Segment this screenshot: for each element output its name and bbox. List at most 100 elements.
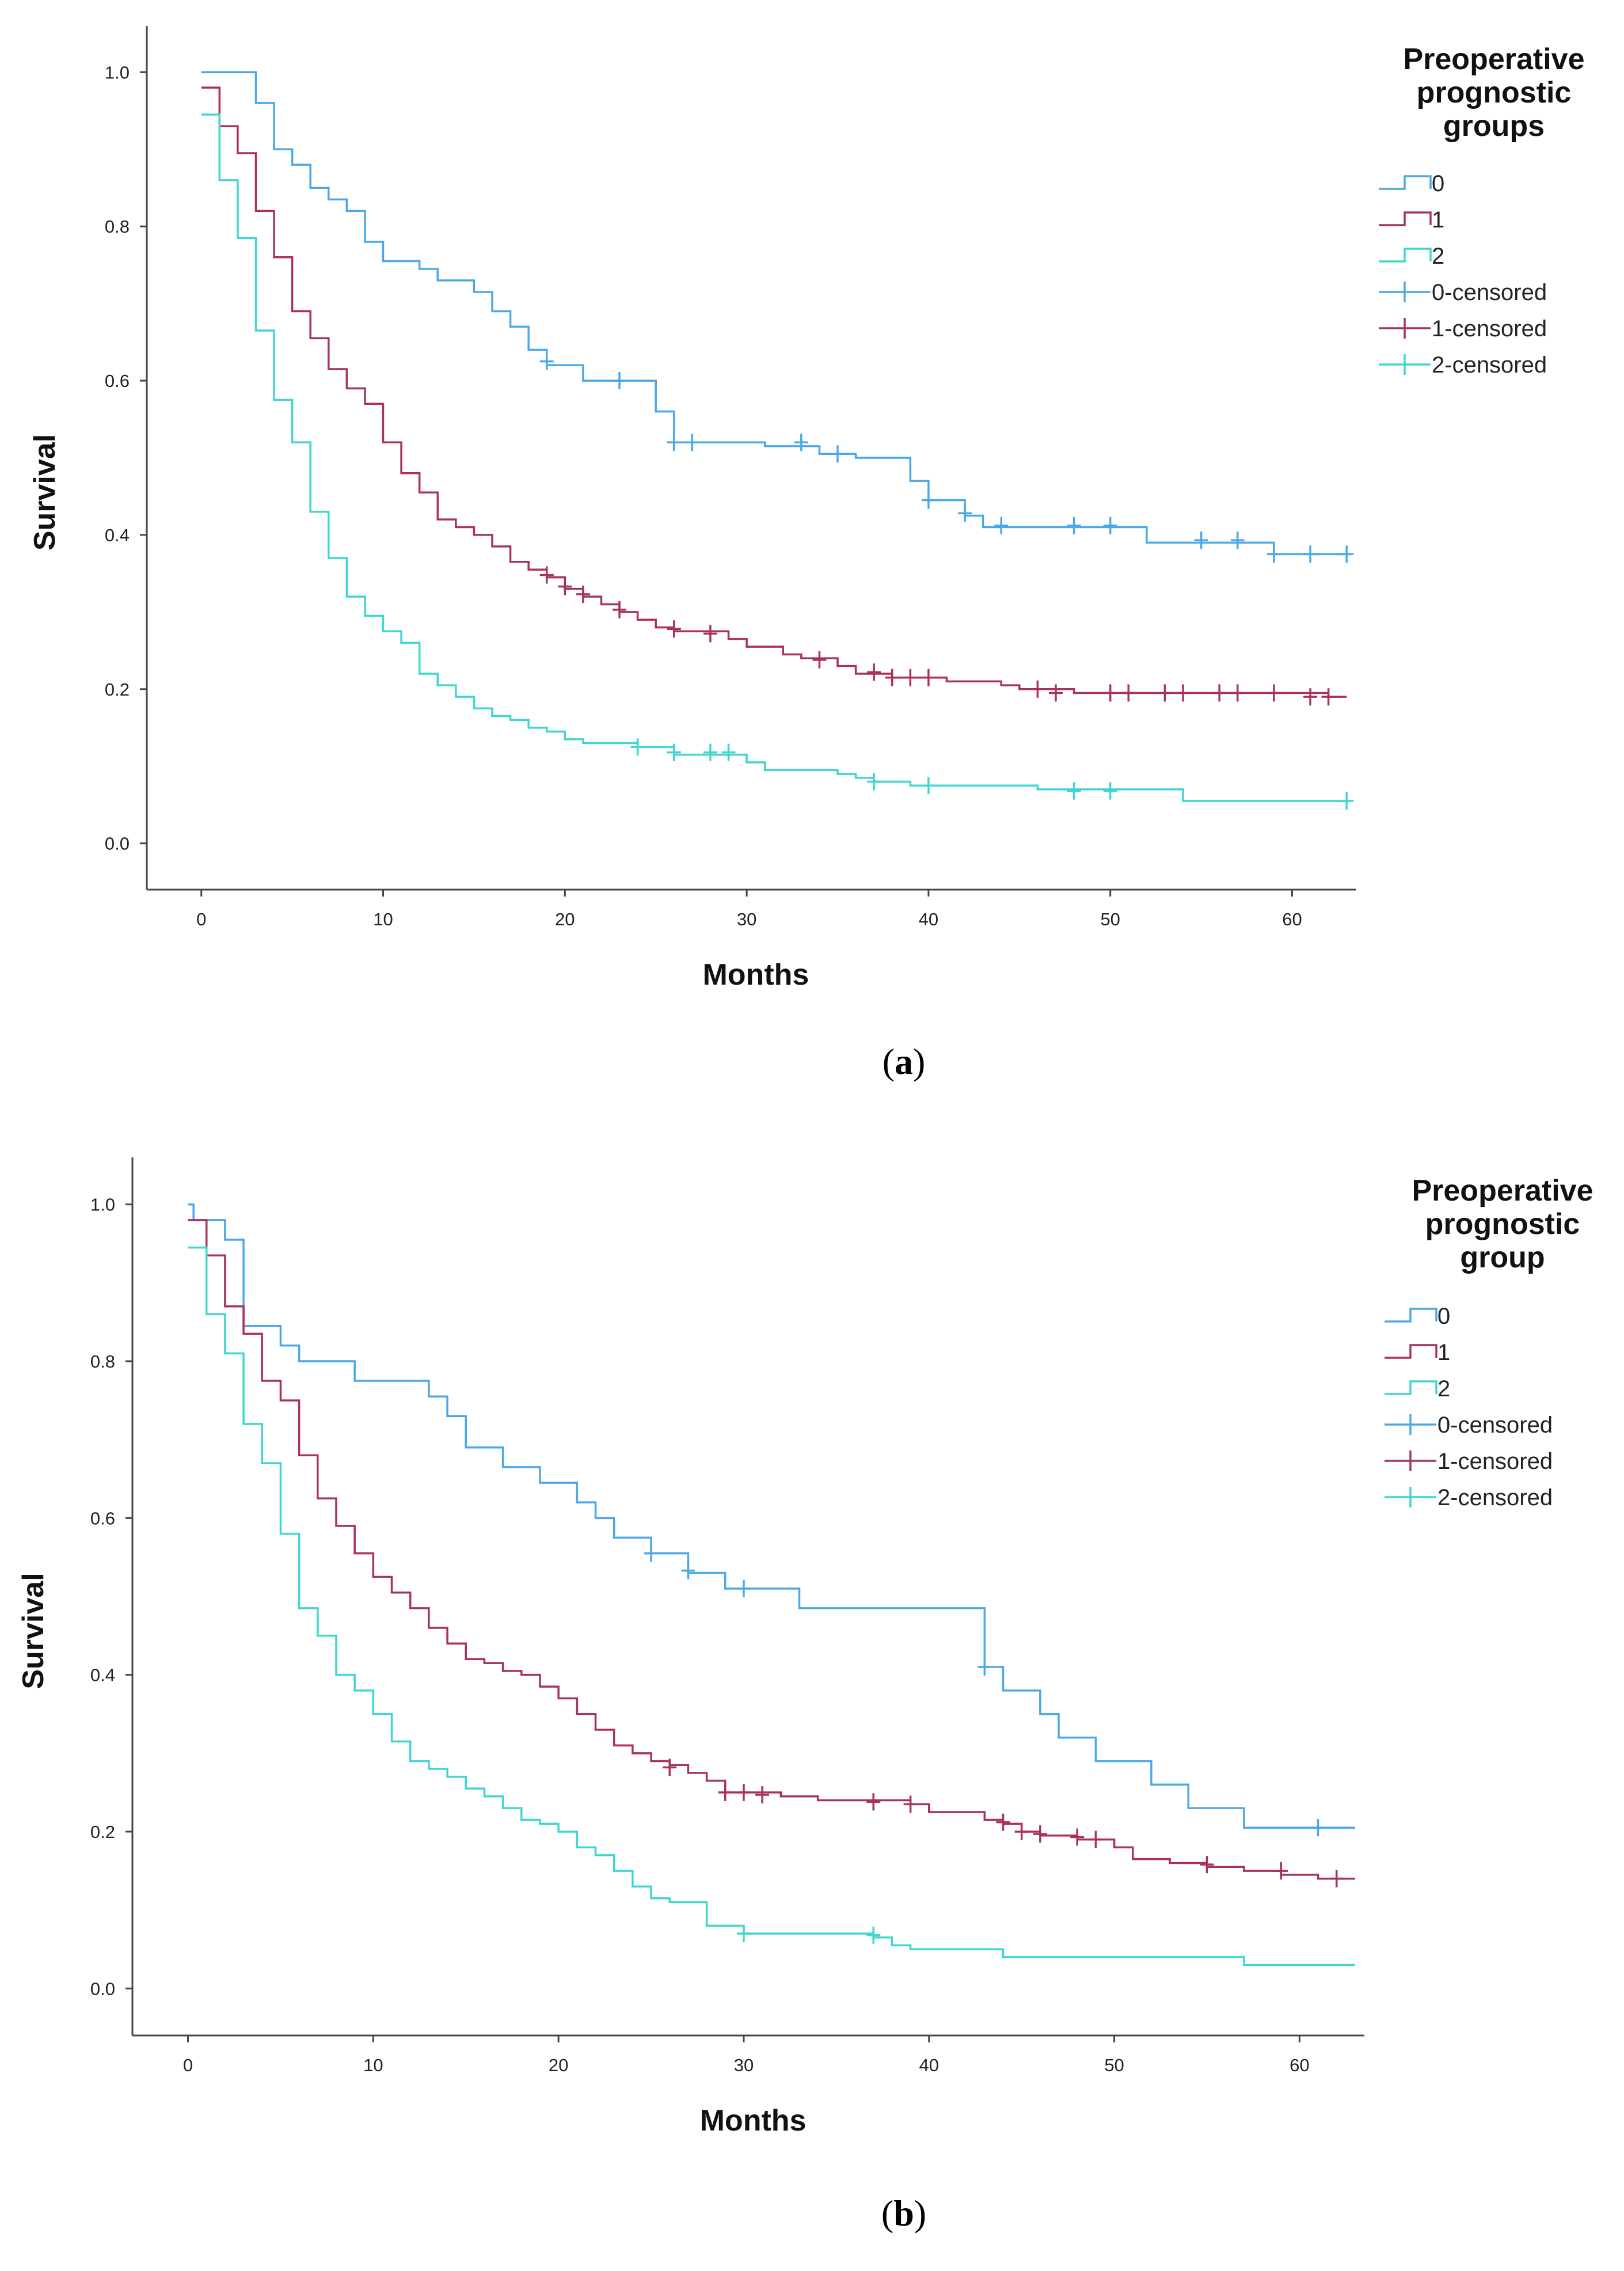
- censor-mark-group-1: [903, 1795, 918, 1813]
- censor-mark-group-1: [736, 1783, 751, 1801]
- censor-mark-group-2: [867, 773, 881, 791]
- legend-item: 0-censored: [1385, 1412, 1553, 1438]
- censor-mark-group-1: [576, 586, 590, 603]
- censor-mark-group-0: [736, 1579, 751, 1597]
- x-tick-label: 60: [1290, 2055, 1309, 2075]
- x-tick-label: 10: [363, 2055, 383, 2075]
- censor-mark-group-2: [667, 743, 681, 761]
- legend-swatch-step: [1385, 1380, 1437, 1395]
- legend-item: 1: [1385, 1340, 1450, 1365]
- x-tick-label: 20: [555, 909, 575, 929]
- x-axis-title: Months: [700, 2104, 807, 2137]
- legend-label: 2-censored: [1437, 1485, 1553, 1510]
- censor-mark-group-0: [831, 445, 845, 463]
- caption-letter: b: [893, 2193, 914, 2234]
- y-axis-title: Survival: [17, 1573, 50, 1689]
- legend-item: 2-censored: [1379, 352, 1547, 378]
- censor-mark-group-0: [1103, 517, 1117, 534]
- censor-mark-group-0: [921, 491, 935, 509]
- censor-mark-group-2: [1067, 782, 1081, 800]
- x-tick-label: 30: [737, 909, 756, 929]
- censor-mark-group-1: [1329, 1870, 1344, 1888]
- legend-label: 0: [1432, 171, 1444, 196]
- chart-panel-a: 0.00.20.40.60.81.00 10 20 30 40 50 60MonthsSur…: [28, 26, 1585, 1082]
- y-tick-label: 0.0: [105, 834, 130, 854]
- y-tick-label: 0.8: [90, 1351, 115, 1372]
- censor-mark-group-1: [1089, 1831, 1103, 1848]
- censor-mark-group-0: [667, 434, 681, 451]
- censor-mark-group-1: [1048, 684, 1063, 702]
- legend-title-line: group: [1460, 1241, 1545, 1274]
- censor-mark-group-0: [1303, 545, 1318, 563]
- legend-item: 1-censored: [1385, 1449, 1553, 1474]
- caption-paren-open: (: [881, 2193, 893, 2234]
- censor-mark-group-2: [721, 743, 736, 761]
- censor-mark-group-1: [1176, 684, 1190, 702]
- censor-mark-group-0: [613, 372, 627, 390]
- legend-item: 0-censored: [1379, 280, 1547, 305]
- y-tick-label: 0.6: [105, 371, 130, 391]
- caption-paren-close: ): [913, 1041, 925, 1082]
- censor-mark-group-1: [755, 1786, 770, 1803]
- censor-mark-group-2: [1103, 782, 1117, 800]
- censor-mark-group-1: [1103, 684, 1117, 702]
- censor-mark-group-0: [681, 1562, 695, 1579]
- censor-mark-group-1: [1267, 684, 1281, 702]
- censor-mark-group-0: [685, 434, 699, 451]
- legend-item: 1: [1379, 207, 1444, 233]
- censor-mark-group-1: [667, 620, 681, 638]
- censor-mark-group-0: [644, 1544, 659, 1562]
- legend-title-line: groups: [1443, 109, 1545, 143]
- censor-mark-group-1: [903, 669, 918, 686]
- km-curve-group-0: [201, 71, 1347, 556]
- censor-mark-group-1: [703, 625, 717, 643]
- legend-swatch-step: [1385, 1344, 1437, 1359]
- legend-item: 2: [1379, 244, 1444, 269]
- caption-letter: a: [895, 1041, 913, 1082]
- censor-mark-group-1: [812, 651, 827, 669]
- censor-mark-group-0: [1311, 1819, 1325, 1837]
- legend-swatch-step: [1379, 248, 1432, 263]
- chart-panel-b: 0.00.20.40.60.81.00 10 20 30 40 50 60MonthsSur…: [17, 1157, 1593, 2234]
- x-tick-label: 20: [549, 2055, 568, 2075]
- legend-swatch-step: [1379, 211, 1432, 226]
- legend-swatch-step: [1379, 175, 1432, 190]
- legend-label: 2: [1432, 244, 1444, 269]
- x-tick-label: 50: [1104, 2055, 1124, 2075]
- legend-title-line: prognostic: [1425, 1207, 1580, 1241]
- legend-swatch-step: [1385, 1308, 1437, 1323]
- caption-paren-close: ): [914, 2193, 926, 2234]
- censor-mark-group-1: [558, 578, 572, 595]
- censor-mark-group-1: [1230, 684, 1245, 702]
- censor-mark-group-1: [1014, 1822, 1029, 1840]
- y-tick-label: 1.0: [105, 62, 130, 82]
- x-axis-title: Months: [702, 958, 809, 992]
- km-curve-group-2: [201, 113, 1347, 802]
- censor-mark-group-1: [1030, 680, 1045, 698]
- legend-label: 1: [1432, 207, 1444, 233]
- km-curve-group-1: [201, 86, 1347, 698]
- y-tick-label: 0.4: [90, 1665, 115, 1685]
- panel-caption: (a): [883, 1041, 926, 1082]
- censor-mark-group-2: [1340, 792, 1354, 810]
- censor-mark-group-1: [1033, 1825, 1047, 1843]
- censor-mark-group-1: [996, 1813, 1010, 1831]
- censor-mark-group-0: [1067, 517, 1081, 534]
- legend-item: 2: [1385, 1376, 1450, 1402]
- legend-label: 1-censored: [1437, 1449, 1553, 1474]
- y-axis-title: Survival: [28, 434, 62, 550]
- legend-item: 2-censored: [1385, 1485, 1553, 1510]
- censor-mark-group-0: [978, 1658, 992, 1676]
- y-tick-label: 0.0: [90, 1978, 115, 1999]
- censor-mark-group-1: [1158, 684, 1172, 702]
- censor-mark-group-0: [1267, 545, 1281, 563]
- censor-mark-group-1: [866, 1793, 881, 1811]
- km-curve-group-2: [188, 1246, 1355, 1966]
- x-tick-label: 40: [919, 909, 938, 929]
- km-curve-group-1: [188, 1219, 1355, 1880]
- censor-mark-group-2: [866, 1926, 881, 1944]
- censor-mark-group-1: [921, 669, 935, 686]
- legend-label: 0-censored: [1432, 280, 1547, 305]
